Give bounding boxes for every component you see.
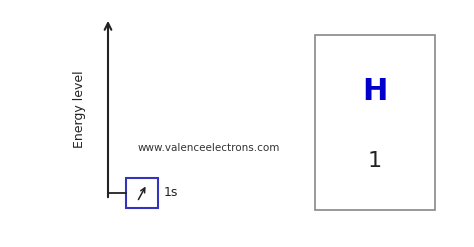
- Text: 1: 1: [368, 151, 382, 171]
- Text: H: H: [362, 77, 388, 105]
- Bar: [315, 35, 435, 210]
- Bar: [126, 178, 158, 208]
- Text: 1s: 1s: [164, 186, 178, 200]
- Text: Energy level: Energy level: [73, 70, 86, 148]
- Text: www.valenceelectrons.com: www.valenceelectrons.com: [138, 143, 281, 153]
